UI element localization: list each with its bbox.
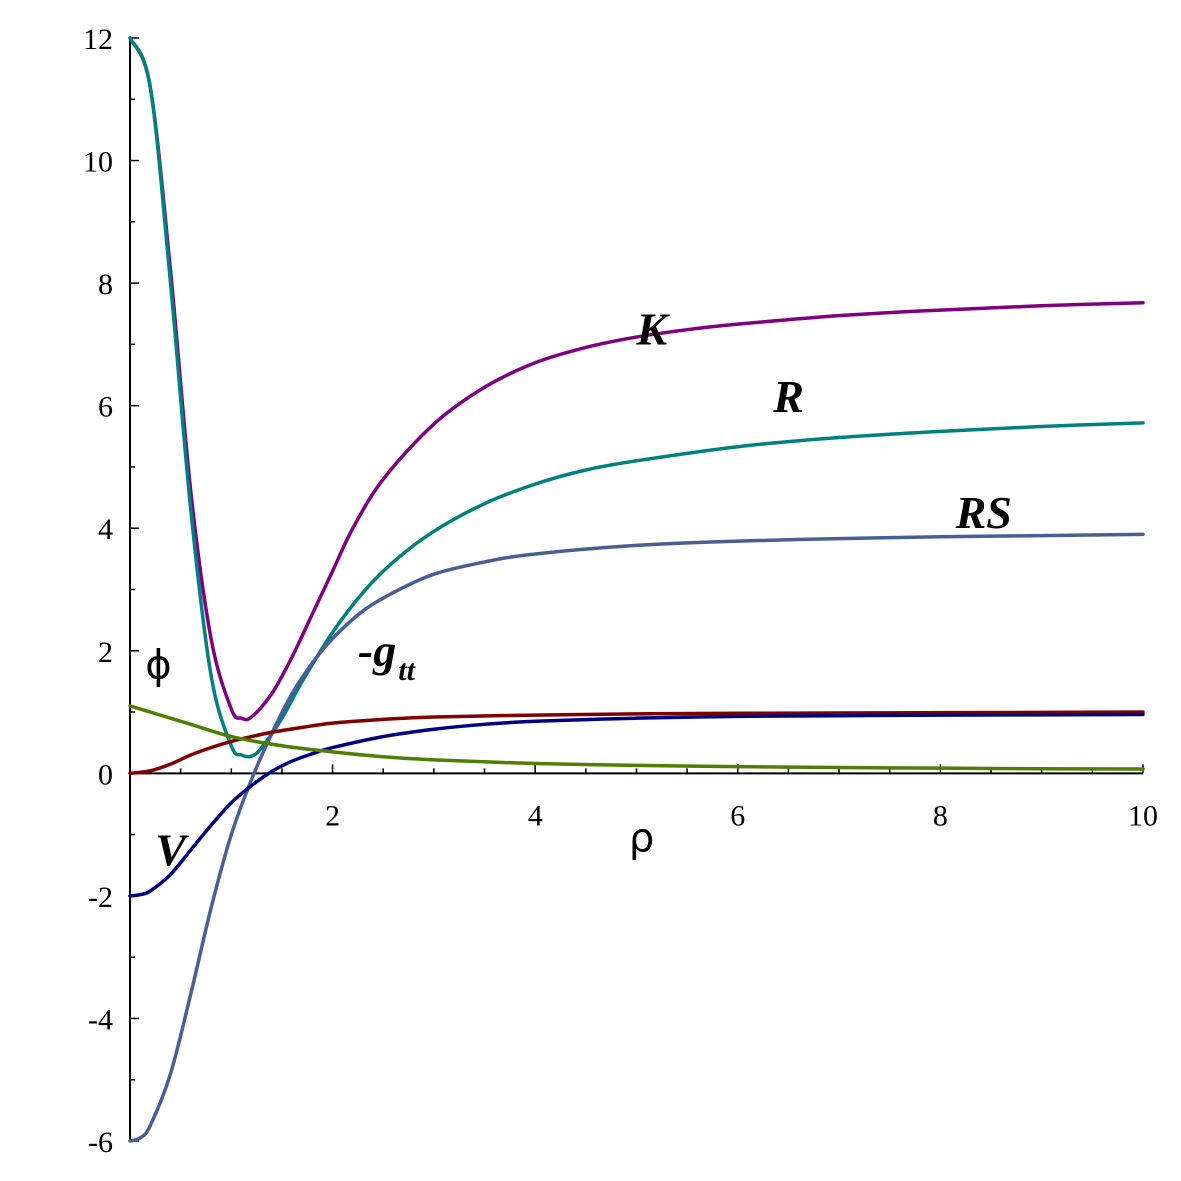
y-tick-label: -2 — [88, 881, 113, 914]
y-tick-label: 2 — [98, 636, 113, 669]
x-axis-label: ρ — [629, 815, 654, 861]
curve-label-v: V — [155, 824, 189, 875]
curve-label-gtt: -gtt — [358, 625, 417, 687]
y-tick-label: 8 — [98, 268, 113, 301]
y-tick-label: 4 — [98, 513, 113, 546]
x-tick-label: 4 — [528, 799, 543, 832]
x-tick-label: 6 — [730, 799, 745, 832]
y-tick-label: -4 — [88, 1003, 113, 1036]
curves — [128, 36, 1145, 1143]
x-tick-label: 2 — [325, 799, 340, 832]
series-line-phi — [128, 704, 1145, 771]
curve-label-k: K — [636, 303, 671, 354]
curve-label-subscript: tt — [398, 654, 416, 687]
series-line-gtt — [128, 710, 1145, 776]
axes: -6 -4 -2 0 2 4 6 8 10 12 2 4 6 8 10 — [83, 23, 1158, 1159]
y-tick-label: 10 — [83, 146, 113, 179]
series-line-r — [128, 36, 1145, 759]
curve-labels: K R RS -gtt ϕ V — [145, 303, 1012, 875]
curve-label-phi: ϕ — [145, 642, 171, 688]
y-tick-label: 6 — [98, 391, 113, 424]
curve-label-r: R — [772, 371, 804, 422]
y-tick-label: -6 — [88, 1126, 113, 1159]
y-tick-label: 0 — [98, 758, 113, 791]
series-line-rs — [128, 532, 1145, 1143]
x-tick-label: 8 — [933, 799, 948, 832]
y-tick-label: 12 — [83, 23, 113, 56]
curve-label-rs: RS — [955, 487, 1012, 538]
series-line-v — [128, 712, 1145, 898]
x-tick-label: 10 — [1128, 799, 1158, 832]
series-line-k — [128, 36, 1145, 722]
